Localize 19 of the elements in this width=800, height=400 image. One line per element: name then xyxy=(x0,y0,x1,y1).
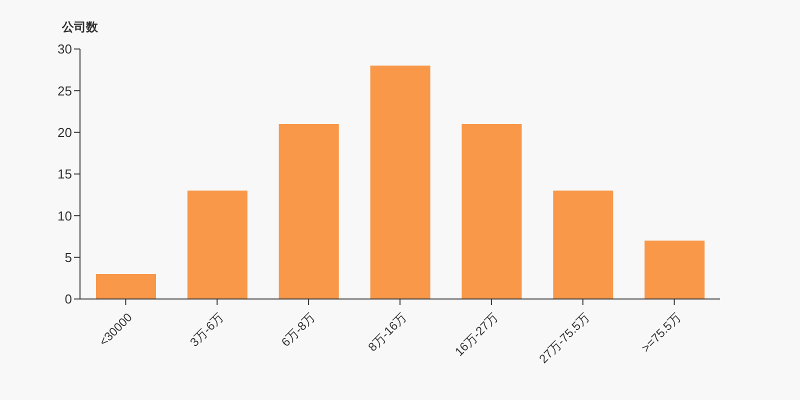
y-tick-label: 20 xyxy=(58,124,72,140)
bar xyxy=(278,124,339,299)
y-tick-label: 15 xyxy=(58,166,72,182)
y-tick-label: 0 xyxy=(64,292,72,307)
x-tick-label: 3万-6万 xyxy=(187,310,226,350)
y-tick-label: 10 xyxy=(58,208,72,224)
x-tick-label: 16万-27万 xyxy=(452,310,501,359)
bar xyxy=(187,190,248,299)
y-tick-label: 30 xyxy=(58,42,72,57)
y-tick-label: 5 xyxy=(64,250,72,265)
bar xyxy=(644,240,705,299)
bar xyxy=(370,66,430,299)
x-tick-label: 8万-16万 xyxy=(365,310,410,354)
y-axis-title: 公司数 xyxy=(62,19,98,36)
y-tick-label: 25 xyxy=(58,83,72,98)
bar xyxy=(462,124,522,299)
x-tick-label: 6万-8万 xyxy=(278,310,318,350)
bar xyxy=(553,190,614,299)
bar xyxy=(96,274,156,299)
